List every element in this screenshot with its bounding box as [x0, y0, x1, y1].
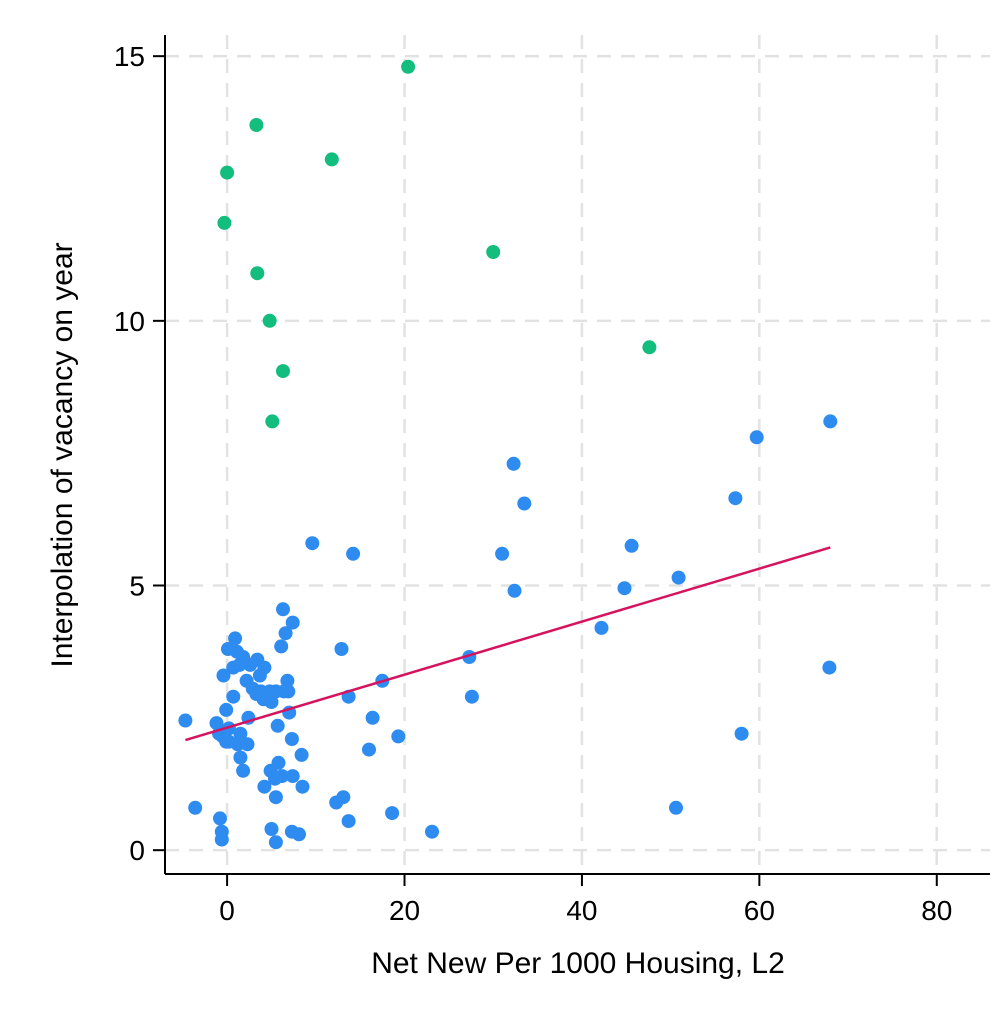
data-point	[329, 795, 344, 810]
data-point	[517, 496, 532, 511]
data-point	[295, 779, 310, 794]
data-point	[425, 824, 439, 839]
data-point	[249, 118, 264, 132]
data-point	[232, 657, 247, 672]
data-point	[324, 152, 339, 167]
data-points	[178, 59, 838, 850]
data-point	[178, 713, 193, 728]
data-point	[281, 684, 296, 699]
y-axis-title: Interpolation of vacancy on year	[46, 242, 79, 667]
data-point	[228, 631, 243, 646]
data-point	[220, 165, 235, 180]
data-point	[264, 822, 279, 836]
data-point	[507, 583, 522, 598]
data-point	[217, 215, 232, 230]
data-point	[734, 726, 749, 741]
data-point	[401, 59, 416, 74]
fit-line-layer	[185, 546, 831, 742]
data-point	[214, 832, 229, 847]
data-point	[292, 827, 306, 842]
data-point	[280, 673, 295, 688]
data-point	[671, 570, 686, 585]
data-point	[669, 800, 683, 815]
data-point	[305, 536, 320, 551]
data-point	[728, 491, 743, 506]
data-point	[243, 657, 258, 672]
data-point	[617, 581, 632, 596]
x-tick-label: 20	[389, 895, 420, 926]
fit-line	[185, 546, 831, 742]
data-point	[268, 835, 283, 850]
data-point	[284, 732, 299, 746]
data-point	[334, 642, 349, 656]
data-point	[252, 668, 267, 683]
x-tick-label: 60	[744, 895, 775, 926]
data-point	[823, 414, 838, 429]
data-point	[270, 718, 285, 733]
y-tick-label: 15	[114, 41, 145, 72]
data-point	[233, 726, 248, 741]
axes: 0 20 40 60 80 0 5 10 15	[114, 35, 990, 926]
data-point	[391, 729, 406, 744]
data-point	[294, 747, 309, 762]
x-tick-label: 40	[566, 895, 597, 926]
data-point	[265, 414, 280, 429]
data-point	[230, 737, 245, 752]
data-point	[506, 456, 521, 471]
data-point	[749, 430, 764, 445]
x-tick-label: 0	[219, 895, 235, 926]
data-point	[276, 364, 290, 379]
data-point	[268, 771, 282, 786]
data-point	[285, 615, 300, 630]
data-point	[213, 811, 227, 826]
grid-lines	[165, 35, 990, 874]
data-point	[346, 546, 361, 561]
data-point	[594, 620, 609, 635]
data-point	[236, 763, 251, 778]
data-point	[341, 814, 356, 829]
data-point	[278, 626, 293, 641]
data-point	[365, 710, 380, 725]
data-point	[264, 695, 279, 709]
data-point	[624, 538, 639, 553]
y-tick-label: 5	[129, 571, 145, 602]
data-point	[642, 340, 657, 355]
data-point	[486, 245, 501, 259]
data-point	[276, 602, 290, 617]
data-point	[219, 702, 234, 717]
y-tick-label: 10	[114, 306, 145, 337]
data-point	[233, 750, 248, 765]
data-point	[250, 266, 265, 281]
data-point	[285, 769, 300, 784]
data-point	[385, 806, 400, 821]
data-point	[268, 790, 283, 805]
data-point	[262, 313, 277, 328]
data-point	[226, 689, 241, 704]
data-point	[240, 737, 255, 752]
x-axis-title: Net New Per 1000 Housing, L2	[371, 947, 785, 980]
y-tick-label: 0	[129, 835, 145, 866]
data-point	[495, 546, 510, 561]
data-point	[362, 742, 376, 757]
data-point	[219, 734, 234, 749]
data-point	[209, 716, 224, 731]
data-point	[257, 779, 272, 794]
data-point	[274, 639, 289, 654]
x-tick-label: 80	[921, 895, 952, 926]
data-point	[216, 668, 231, 683]
data-point	[464, 689, 479, 704]
data-point	[822, 660, 837, 675]
data-point	[188, 800, 203, 815]
